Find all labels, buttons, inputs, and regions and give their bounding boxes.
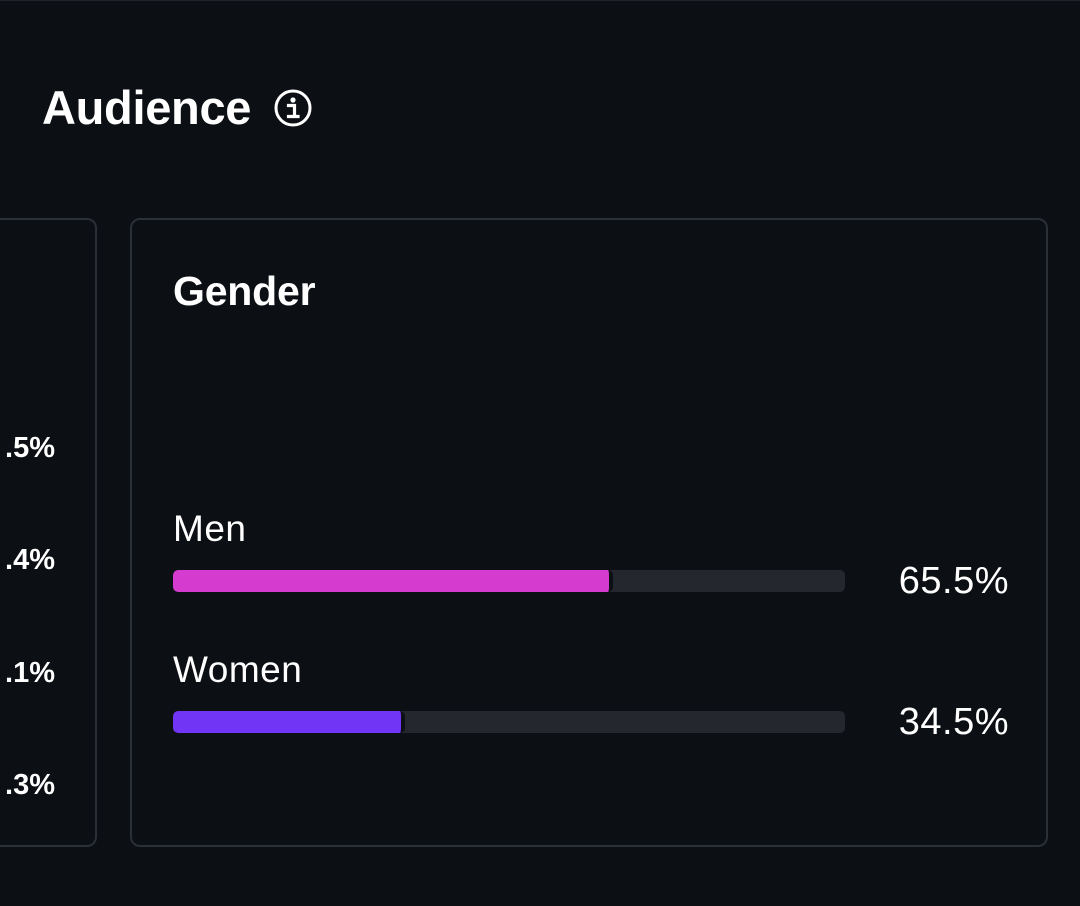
gender-card: Gender Men 65.5% Women 34.5% [130, 218, 1048, 847]
left-value: .1% [5, 657, 55, 689]
left-value: .3% [5, 769, 55, 801]
gender-row-women: Women 34.5% [173, 649, 1009, 743]
left-value: .4% [5, 544, 55, 576]
gender-percent: 34.5% [898, 701, 1009, 743]
section-title: Audience [42, 81, 252, 134]
left-value: .5% [5, 432, 55, 464]
info-icon[interactable] [273, 88, 313, 128]
gender-label: Men [173, 508, 247, 549]
gender-card-title: Gender [173, 268, 316, 314]
gender-bar-track [173, 711, 845, 733]
section-header: Audience [42, 79, 313, 137]
gender-bar-track [173, 570, 845, 592]
gender-label: Women [173, 649, 303, 690]
gender-row-men: Men 65.5% [173, 508, 1009, 602]
left-partial-card: .5% .4% .1% .3% [0, 218, 97, 847]
gender-bar-fill [173, 711, 405, 733]
gender-bar-fill [173, 570, 614, 592]
gender-percent: 65.5% [898, 560, 1009, 602]
